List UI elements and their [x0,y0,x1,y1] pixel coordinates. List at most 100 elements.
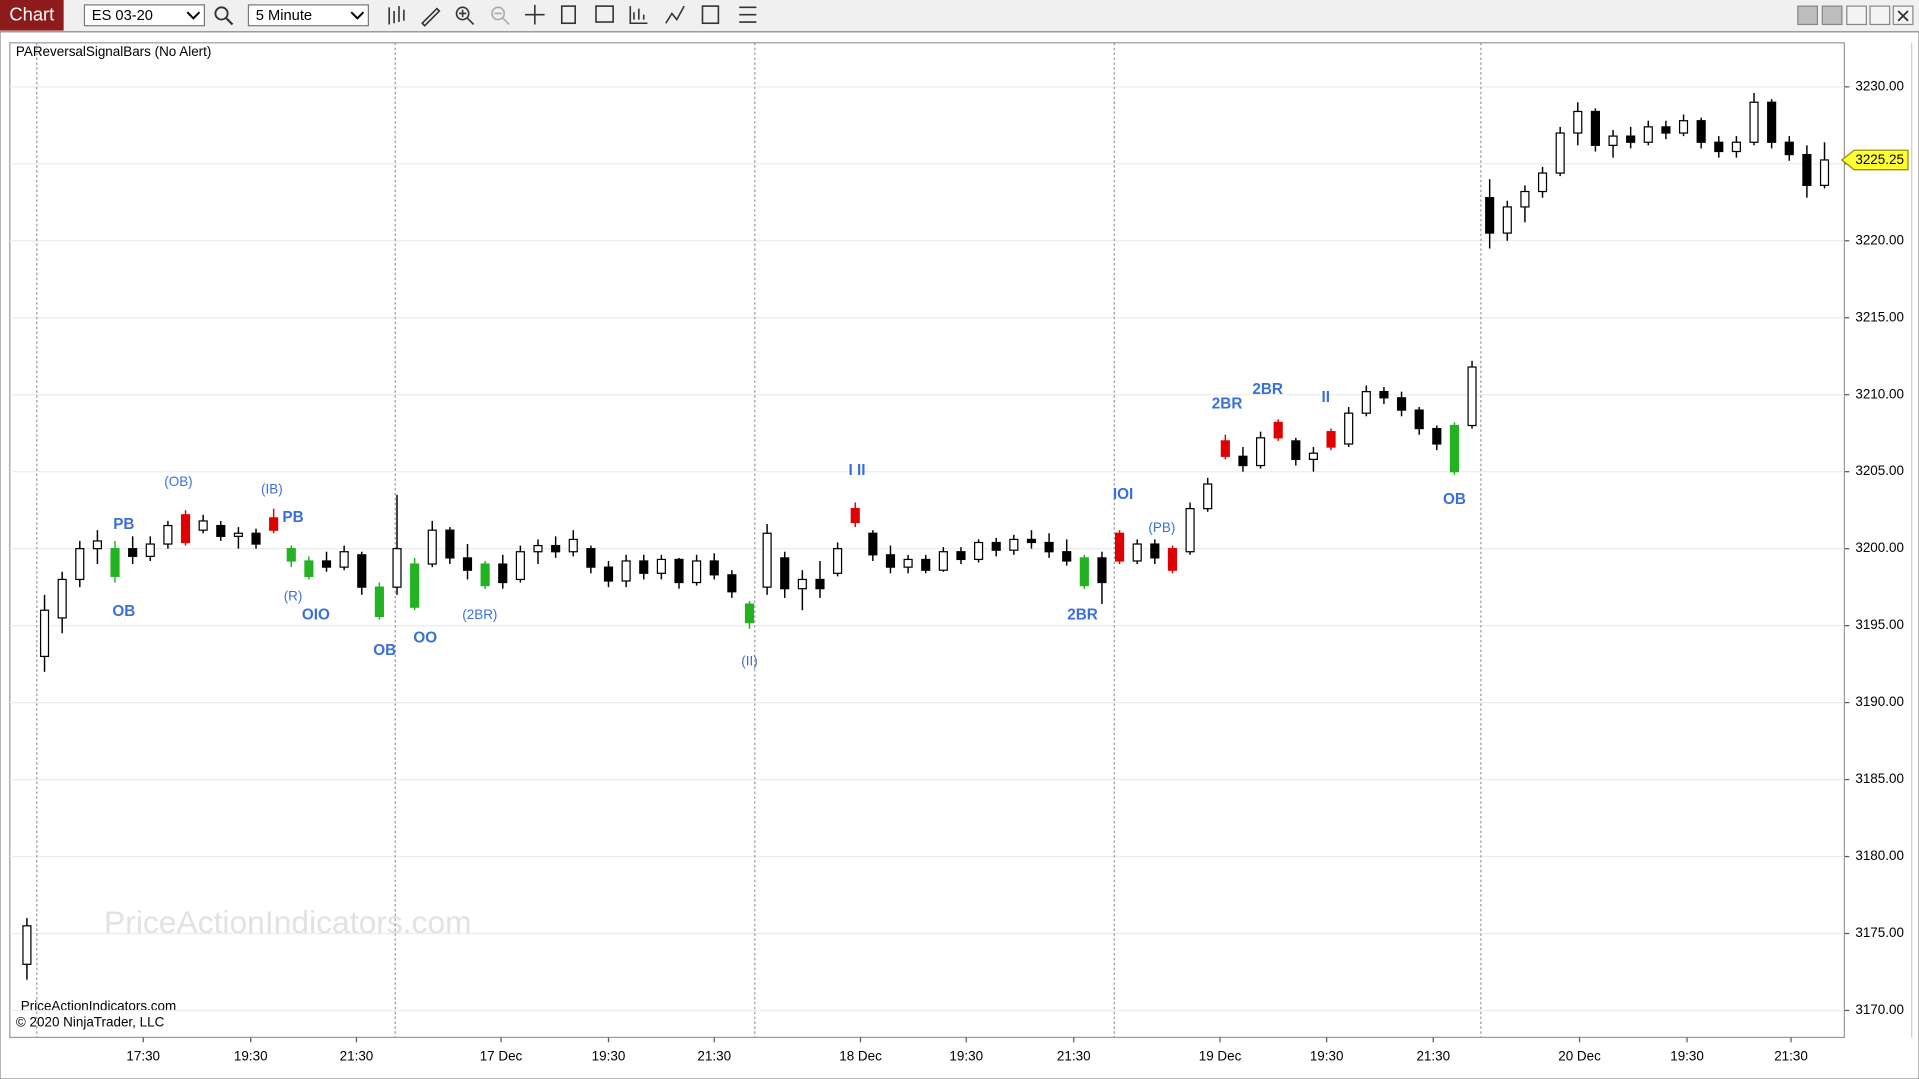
candle-body [1449,424,1460,473]
candle-body [304,560,314,577]
signal-label: 2BR [1067,607,1098,624]
candle-body [1784,141,1794,156]
candle-body [921,558,931,571]
candle-body [110,548,120,577]
x-tick-label: 19:30 [592,1049,626,1064]
bars-icon[interactable] [388,6,405,25]
interval-select[interactable] [247,4,369,27]
y-tick-label: 3195.00 [1855,617,1904,632]
dropdown-arrow [186,11,201,20]
candle-body [551,544,561,553]
chart-tab[interactable] [0,0,64,31]
data-box-icon[interactable] [560,5,577,25]
candle-body [533,544,543,553]
candle-body [1344,412,1354,445]
candle-body [1819,159,1830,186]
signal-label: I II [848,462,865,479]
x-tick-label: 21:30 [1057,1049,1091,1064]
candle-body [1802,153,1812,186]
candle-body [57,578,67,619]
crosshair-icon[interactable] [525,4,545,25]
candle-body [462,557,473,571]
window-button[interactable] [1797,5,1819,26]
candle-body [410,563,420,608]
signal-label: (PB) [1148,520,1175,535]
signal-label: (II) [741,653,757,668]
candle-body [1026,538,1037,544]
candle-body [991,541,1001,551]
x-tick-label: 19:30 [1310,1049,1344,1064]
candle-body [656,558,666,574]
candle-body [1626,135,1636,143]
menu-icon[interactable] [739,6,757,23]
indicator-label: PAReversalSignalBars (No Alert) [16,44,211,59]
candle-body [1238,455,1248,467]
templates-icon[interactable] [701,5,720,25]
dropdown-arrow [350,11,365,20]
candle-body [163,524,173,545]
candle-body [1502,206,1512,234]
y-tick-label: 3190.00 [1855,694,1904,709]
maximize-button[interactable] [1869,5,1891,26]
signal-label: OB [112,603,135,620]
y-tick-label: 3200.00 [1855,540,1904,555]
candle-body [198,520,208,531]
signal-label: (IB) [261,482,283,497]
zoom-out-detail [494,12,510,26]
candle-body [1044,541,1054,553]
strategies-icon[interactable] [665,5,685,24]
candle-body [427,529,437,565]
candle-body [868,532,878,556]
last-price-tag [1840,149,1909,171]
candle-body [621,560,631,582]
window-button[interactable] [1821,5,1843,26]
candle-body [145,543,155,557]
candle-body [833,548,843,574]
draw-icon[interactable] [421,7,441,27]
candle-body [727,574,737,593]
candle-body [974,541,984,561]
candle-body [1132,543,1142,562]
candle-body [1396,397,1407,411]
candle-body [639,560,649,574]
candle-body [850,508,860,524]
candle-body [815,578,825,590]
candle-body [1115,532,1125,562]
y-tick-label: 3175.00 [1855,925,1904,940]
candle-body [1731,141,1741,153]
indicators-icon[interactable] [629,6,648,25]
signal-label: OB [373,642,396,659]
zoom-in-icon[interactable] [455,6,470,21]
minimize-button[interactable] [1846,5,1867,26]
candle-body [480,563,490,587]
candle-body [1150,543,1160,559]
last-price-label: 3225.25 [1855,152,1904,167]
candle-body [22,925,32,965]
candle-body [374,586,384,617]
candle-body [674,558,684,584]
candle-body [1379,391,1389,399]
x-tick-label: 19:30 [234,1049,268,1064]
candle-body [1220,440,1230,457]
candle-body [1537,172,1548,193]
signal-label: PB [113,516,134,533]
tab-label: Chart [9,4,54,25]
x-tick-label: 19 Dec [1199,1049,1242,1064]
zoom-out-icon[interactable] [491,6,506,21]
candle-body [1520,190,1530,208]
search-icon[interactable] [214,6,229,21]
candle-body [1573,110,1583,134]
y-tick-label: 3230.00 [1855,78,1904,93]
candle-body [709,560,719,576]
candle-body [1696,120,1706,143]
candle-body [1255,437,1266,467]
properties-icon[interactable] [595,5,614,23]
candle-body [1009,538,1019,551]
instrument-select[interactable] [83,4,205,27]
candle-body [269,517,279,531]
candle-body [1590,110,1600,146]
signal-label: PB [282,509,303,526]
candle-body [744,603,755,624]
y-tick-label: 3210.00 [1855,386,1904,401]
candle-body [1467,366,1477,427]
